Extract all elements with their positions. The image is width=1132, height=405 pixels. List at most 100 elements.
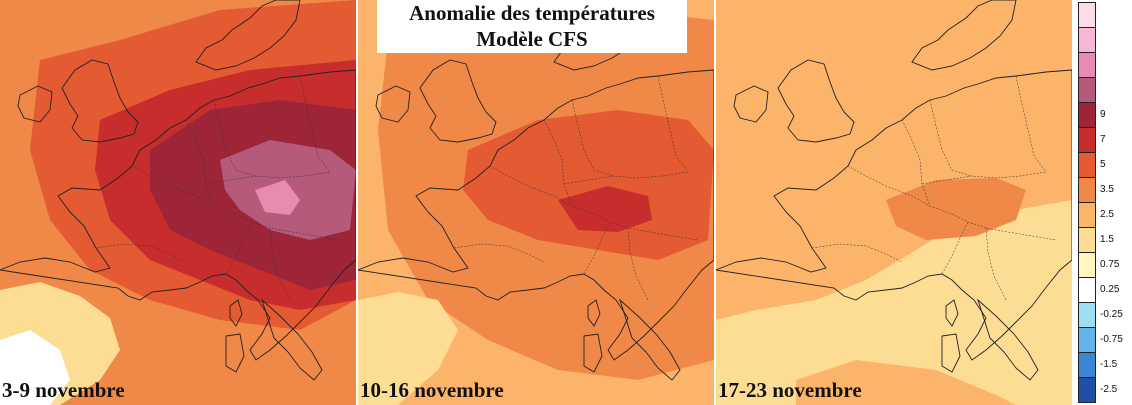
borders — [811, 75, 1057, 301]
coastline — [229, 299, 243, 327]
legend-color-cell — [1078, 352, 1096, 378]
borders — [453, 75, 699, 301]
title-box: Anomalie des températures Modèle CFS — [377, 0, 687, 53]
border-line — [1015, 75, 1047, 173]
anomaly-area — [796, 360, 1016, 405]
legend-tick-label: 2.5 — [1100, 208, 1114, 220]
border-line — [453, 243, 545, 263]
border-line — [583, 221, 611, 275]
legend-color-cell — [1078, 102, 1096, 128]
coastline — [0, 69, 356, 361]
color-legend: 9 7 5 3.5 2.5 1.5 0.75 0.25 -0.25 -0.75 -1.5 -2.5 — [1076, 2, 1132, 403]
border-line — [811, 243, 903, 263]
border-line — [131, 165, 237, 215]
anomaly-area — [358, 292, 458, 405]
legend-tick-label: 3.5 — [1100, 183, 1114, 195]
coastline — [945, 299, 959, 327]
coastline — [419, 59, 497, 143]
coastlines — [716, 0, 1072, 381]
border-line — [901, 119, 931, 207]
border-line — [571, 99, 615, 177]
legend-color-cell — [1078, 52, 1096, 78]
anomaly-area — [886, 178, 1026, 240]
map-panel-week-3: 17-23 novembre — [716, 0, 1072, 405]
border-line — [543, 119, 573, 207]
title-line-2: Modèle CFS — [476, 27, 588, 51]
coastline — [17, 85, 53, 123]
coastline — [619, 298, 681, 381]
anomaly-area — [255, 180, 300, 215]
coastline — [733, 85, 769, 123]
border-line — [225, 221, 253, 275]
border-line — [929, 99, 973, 177]
border-line — [593, 213, 699, 241]
legend-color-cell — [1078, 177, 1096, 203]
border-line — [185, 119, 215, 207]
coastline — [225, 333, 245, 373]
coastline — [777, 59, 855, 143]
legend-color-cell — [1078, 252, 1096, 278]
legend-tick-label: 1.5 — [1100, 233, 1114, 245]
period-label-1: 3-9 novembre — [2, 378, 125, 402]
legend-color-cell — [1078, 277, 1096, 303]
legend-color-cell — [1078, 302, 1096, 328]
legend-tick-label: 7 — [1100, 133, 1106, 145]
period-label-2: 10-16 novembre — [360, 378, 504, 402]
border-line — [985, 227, 1007, 301]
border-line — [657, 75, 689, 173]
coastline — [583, 333, 603, 373]
border-line — [941, 221, 969, 275]
border-line — [205, 171, 331, 185]
legend-color-cell — [1078, 327, 1096, 353]
legend-tick-label: -1.5 — [1100, 358, 1118, 370]
anomaly-area — [463, 110, 714, 260]
coastline — [261, 298, 323, 381]
coastline — [375, 85, 411, 123]
legend-color-cell — [1078, 227, 1096, 253]
legend-color-cell — [1078, 2, 1096, 28]
legend-tick-label: 0.25 — [1100, 283, 1120, 295]
border-line — [299, 75, 331, 173]
legend-color-cell — [1078, 202, 1096, 228]
border-line — [235, 213, 341, 241]
title-line-1: Anomalie des températures — [409, 1, 655, 25]
legend-tick-label: -0.25 — [1100, 308, 1123, 320]
anomaly-map-2 — [358, 0, 714, 405]
anomaly-area — [716, 0, 1072, 320]
border-line — [95, 243, 187, 263]
borders — [95, 75, 341, 301]
border-line — [213, 99, 257, 177]
legend-tick-label: 0.75 — [1100, 258, 1120, 270]
anomaly-map-3 — [716, 0, 1072, 405]
coastline — [195, 0, 301, 71]
border-line — [269, 227, 291, 301]
coastline — [716, 69, 1072, 361]
legend-color-cell — [1078, 127, 1096, 153]
legend-color-cell — [1078, 77, 1096, 103]
anomaly-map-1 — [0, 0, 356, 405]
coastline — [977, 298, 1039, 381]
anomaly-area — [558, 186, 652, 232]
border-line — [921, 171, 1047, 185]
legend-color-cell — [1078, 27, 1096, 53]
coastline — [358, 69, 714, 361]
coastline — [587, 299, 601, 327]
legend-tick-label: -0.75 — [1100, 333, 1123, 345]
border-line — [489, 165, 595, 215]
map-panel-week-1: 3-9 novembre — [0, 0, 356, 405]
legend-tick-label: 9 — [1100, 108, 1106, 120]
coastline — [941, 333, 961, 373]
map-panel-week-2: 10-16 novembre — [358, 0, 714, 405]
coastline — [911, 0, 1017, 71]
border-line — [627, 227, 649, 301]
coastlines — [0, 0, 356, 381]
legend-tick-label: 5 — [1100, 158, 1106, 170]
period-label-3: 17-23 novembre — [718, 378, 862, 402]
legend-color-cell — [1078, 377, 1096, 403]
legend-color-cell — [1078, 152, 1096, 178]
border-line — [847, 165, 953, 215]
border-line — [951, 213, 1057, 241]
border-line — [563, 171, 689, 185]
anomaly-area — [0, 330, 70, 405]
coastline — [61, 59, 139, 143]
